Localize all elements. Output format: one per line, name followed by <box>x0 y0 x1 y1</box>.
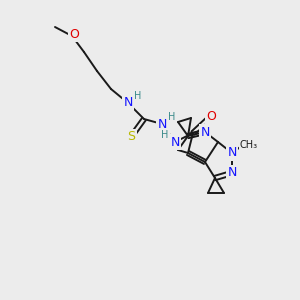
Text: N: N <box>227 146 237 160</box>
Text: H: H <box>168 112 176 122</box>
Text: H: H <box>161 130 169 140</box>
Text: O: O <box>206 110 216 124</box>
Text: N: N <box>123 97 133 110</box>
Text: N: N <box>157 118 167 130</box>
Text: S: S <box>127 130 135 143</box>
Text: N: N <box>227 167 237 179</box>
Text: CH₃: CH₃ <box>240 140 258 150</box>
Text: H: H <box>134 91 142 101</box>
Text: N: N <box>170 136 180 148</box>
Text: N: N <box>200 125 210 139</box>
Text: O: O <box>69 28 79 40</box>
